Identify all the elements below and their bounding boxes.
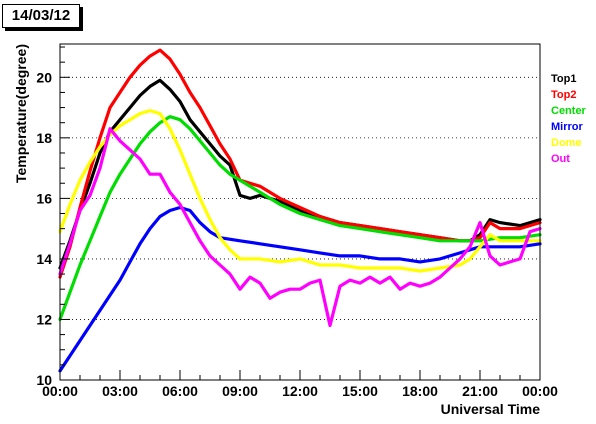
x-tick-label: 15:00 — [342, 383, 378, 399]
x-tick-label: 21:00 — [462, 383, 498, 399]
series-line-center — [58, 114, 542, 322]
series-line-out — [58, 127, 542, 328]
x-tick-label: 09:00 — [222, 383, 258, 399]
legend: Top1 Top2 Center Mirror Dome Out — [551, 73, 587, 165]
x-tick-label: 03:00 — [102, 383, 138, 399]
x-tick-label: 00:00 — [42, 383, 78, 399]
tick-labels: 10 12 14 16 18 20 00:00 03:00 06:00 09:00 12:00 15:… — [36, 69, 558, 399]
series-line-top2 — [58, 48, 542, 279]
axis-ticks — [59, 46, 541, 381]
legend-entry-mirror: Mirror — [551, 121, 584, 133]
y-tick-label: 16 — [36, 190, 52, 206]
legend-entry-center: Center — [551, 105, 587, 117]
series-line-dome — [58, 108, 542, 273]
y-tick-label: 10 — [36, 372, 52, 388]
legend-entry-dome: Dome — [551, 137, 582, 149]
x-tick-label: 06:00 — [162, 383, 198, 399]
y-axis-label: Temperature(degree) — [13, 44, 29, 183]
x-tick-label: 18:00 — [402, 383, 438, 399]
y-tick-label: 12 — [36, 311, 52, 327]
x-axis-label: Universal Time — [441, 401, 541, 417]
chart-title: 14/03/12 — [2, 4, 80, 28]
legend-entry-top2: Top2 — [551, 89, 576, 101]
series-lines — [58, 48, 542, 373]
y-tick-label: 14 — [36, 251, 52, 267]
y-tick-label: 18 — [36, 130, 52, 146]
legend-entry-out: Out — [551, 153, 570, 165]
y-tick-label: 20 — [36, 69, 52, 85]
legend-entry-top1: Top1 — [551, 73, 576, 85]
x-tick-label: 00:00 — [522, 383, 558, 399]
grid-lines — [60, 76, 540, 320]
series-line-mirror — [58, 205, 542, 373]
x-tick-label: 12:00 — [282, 383, 318, 399]
